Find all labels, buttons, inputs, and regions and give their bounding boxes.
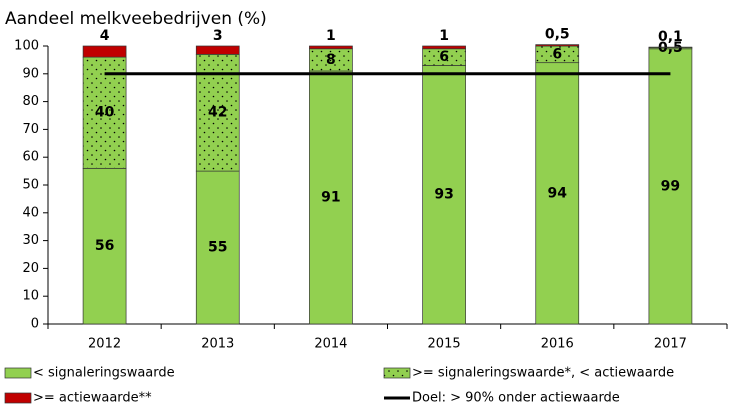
bar-segment [422, 45, 466, 50]
legend-label: >= signaleringswaarde*, < actiewaarde [412, 366, 674, 381]
data-label: 55 [208, 240, 227, 256]
data-label: 99 [661, 178, 680, 194]
bar-segment [535, 62, 580, 325]
y-tick-label: 0 [31, 317, 39, 332]
bar-segment [648, 48, 693, 325]
y-tick-label: 40 [22, 205, 39, 220]
legend-label: >= actiewaarde** [33, 391, 152, 406]
y-tick-label: 30 [22, 233, 39, 248]
legend-swatch [383, 367, 411, 379]
legend-label: < signaleringswaarde [33, 366, 175, 381]
data-label: 3 [213, 28, 223, 44]
legend-swatch [4, 392, 32, 404]
data-label: 1 [326, 28, 336, 44]
bar-segment [82, 167, 127, 325]
legend-swatch [4, 367, 32, 379]
y-tick-label: 50 [22, 178, 39, 193]
y-tick-label: 10 [22, 289, 39, 304]
data-label: 91 [321, 190, 340, 206]
data-label: 0,1 [658, 29, 683, 45]
bar-segment [82, 45, 127, 58]
data-label: 0,5 [545, 27, 570, 43]
chart-title: Aandeel melkveebedrijven (%) [5, 9, 267, 29]
bar-segment [82, 56, 127, 169]
data-label: 93 [434, 187, 453, 203]
data-label: 40 [95, 105, 115, 121]
data-label: 4 [100, 28, 110, 44]
x-tick-label: 2016 [541, 337, 574, 352]
bar-segment [195, 45, 240, 55]
bar-segment [535, 44, 580, 47]
bar-segment [309, 45, 353, 50]
data-label: 94 [548, 185, 568, 201]
y-tick-label: 90 [22, 66, 39, 81]
data-label: 56 [95, 238, 114, 254]
data-label: 8 [326, 52, 336, 68]
bar-segment [195, 170, 240, 325]
y-tick-label: 20 [22, 261, 39, 276]
x-tick-label: 2012 [88, 337, 121, 352]
y-tick-label: 80 [22, 94, 39, 109]
bar-segment [422, 65, 466, 325]
data-label: 42 [208, 105, 227, 121]
y-tick-label: 100 [14, 39, 39, 54]
data-label: 6 [552, 46, 562, 62]
y-tick-label: 60 [22, 150, 39, 165]
bar-segment [309, 70, 353, 325]
x-tick-label: 2013 [201, 337, 234, 352]
data-label: 0,5 [658, 40, 683, 56]
y-tick-label: 70 [22, 122, 39, 137]
x-tick-label: 2015 [428, 337, 461, 352]
legend-label: Doel: > 90% onder actiewaarde [412, 391, 620, 406]
data-label: 1 [439, 28, 449, 44]
x-tick-label: 2017 [654, 337, 687, 352]
data-label: 6 [439, 49, 449, 65]
x-tick-label: 2014 [314, 337, 347, 352]
